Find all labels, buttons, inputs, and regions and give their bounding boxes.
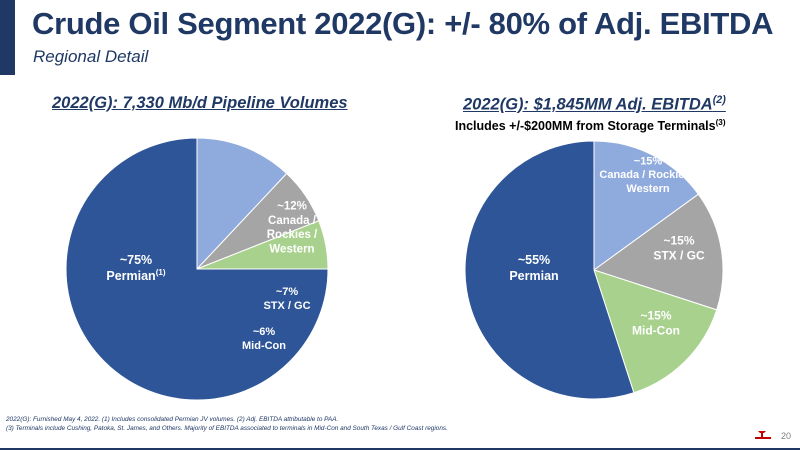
page-title: Crude Oil Segment 2022(G): +/- 80% of Ad… [32, 6, 774, 41]
bottom-rule [0, 448, 800, 450]
right-chart-title: 2022(G): $1,845MM Adj. EBITDA(2) [463, 94, 726, 114]
footnotes: 2022(G): Furnished May 4, 2022. (1) Incl… [6, 415, 448, 433]
pie2-slice-permian [464, 140, 635, 400]
pie1-slice-canada-rockies-western [196, 137, 288, 271]
page-subtitle: Regional Detail [33, 47, 149, 66]
title-accent-bar [0, 0, 15, 75]
pie1-label-stx-gc: ~7% STX / GC [263, 286, 310, 312]
pie1-label-canada-rockies-western: ~12% Canada / Rockies / Western [267, 200, 318, 255]
pie1-label-permian: ~75% Permian(1) [106, 253, 166, 283]
pie-chart-2: ~55% Permian ~15% Canada / Rockies / Western… [464, 140, 724, 400]
page-number: 20 [781, 431, 792, 441]
right-chart-subtitle: Includes +/-$200MM from Storage Terminal… [455, 118, 726, 134]
pie2-slice-canada-rockies-western [593, 140, 700, 271]
pie-chart-1: ~75% Permian(1) ~12% Canada / Rockies / Weste… [65, 137, 329, 401]
pie2-label-canada-rockies-western: ~15% Canada / Rockies / Western [599, 155, 696, 195]
plains-logo-icon [755, 431, 771, 439]
pie2-label-mid-con: ~15% Mid-Con [632, 309, 680, 338]
pie1-slice-permian [65, 137, 329, 401]
pie2-slice-stx-gc [592, 193, 724, 311]
left-chart-title: 2022(G): 7,330 Mb/d Pipeline Volumes [52, 94, 348, 112]
footnote-line-1: 2022(G): Furnished May 4, 2022. (1) Incl… [6, 416, 339, 423]
footnote-line-2: (3) Terminals include Cushing, Patoka, S… [6, 425, 448, 432]
pie2-label-stx-gc: ~15% STX / GC [653, 234, 705, 263]
pie1-label-mid-con: ~6% Mid-Con [242, 326, 286, 352]
pie2-slice-mid-con [593, 269, 718, 394]
pie2-label-permian: ~55% Permian [509, 253, 558, 283]
